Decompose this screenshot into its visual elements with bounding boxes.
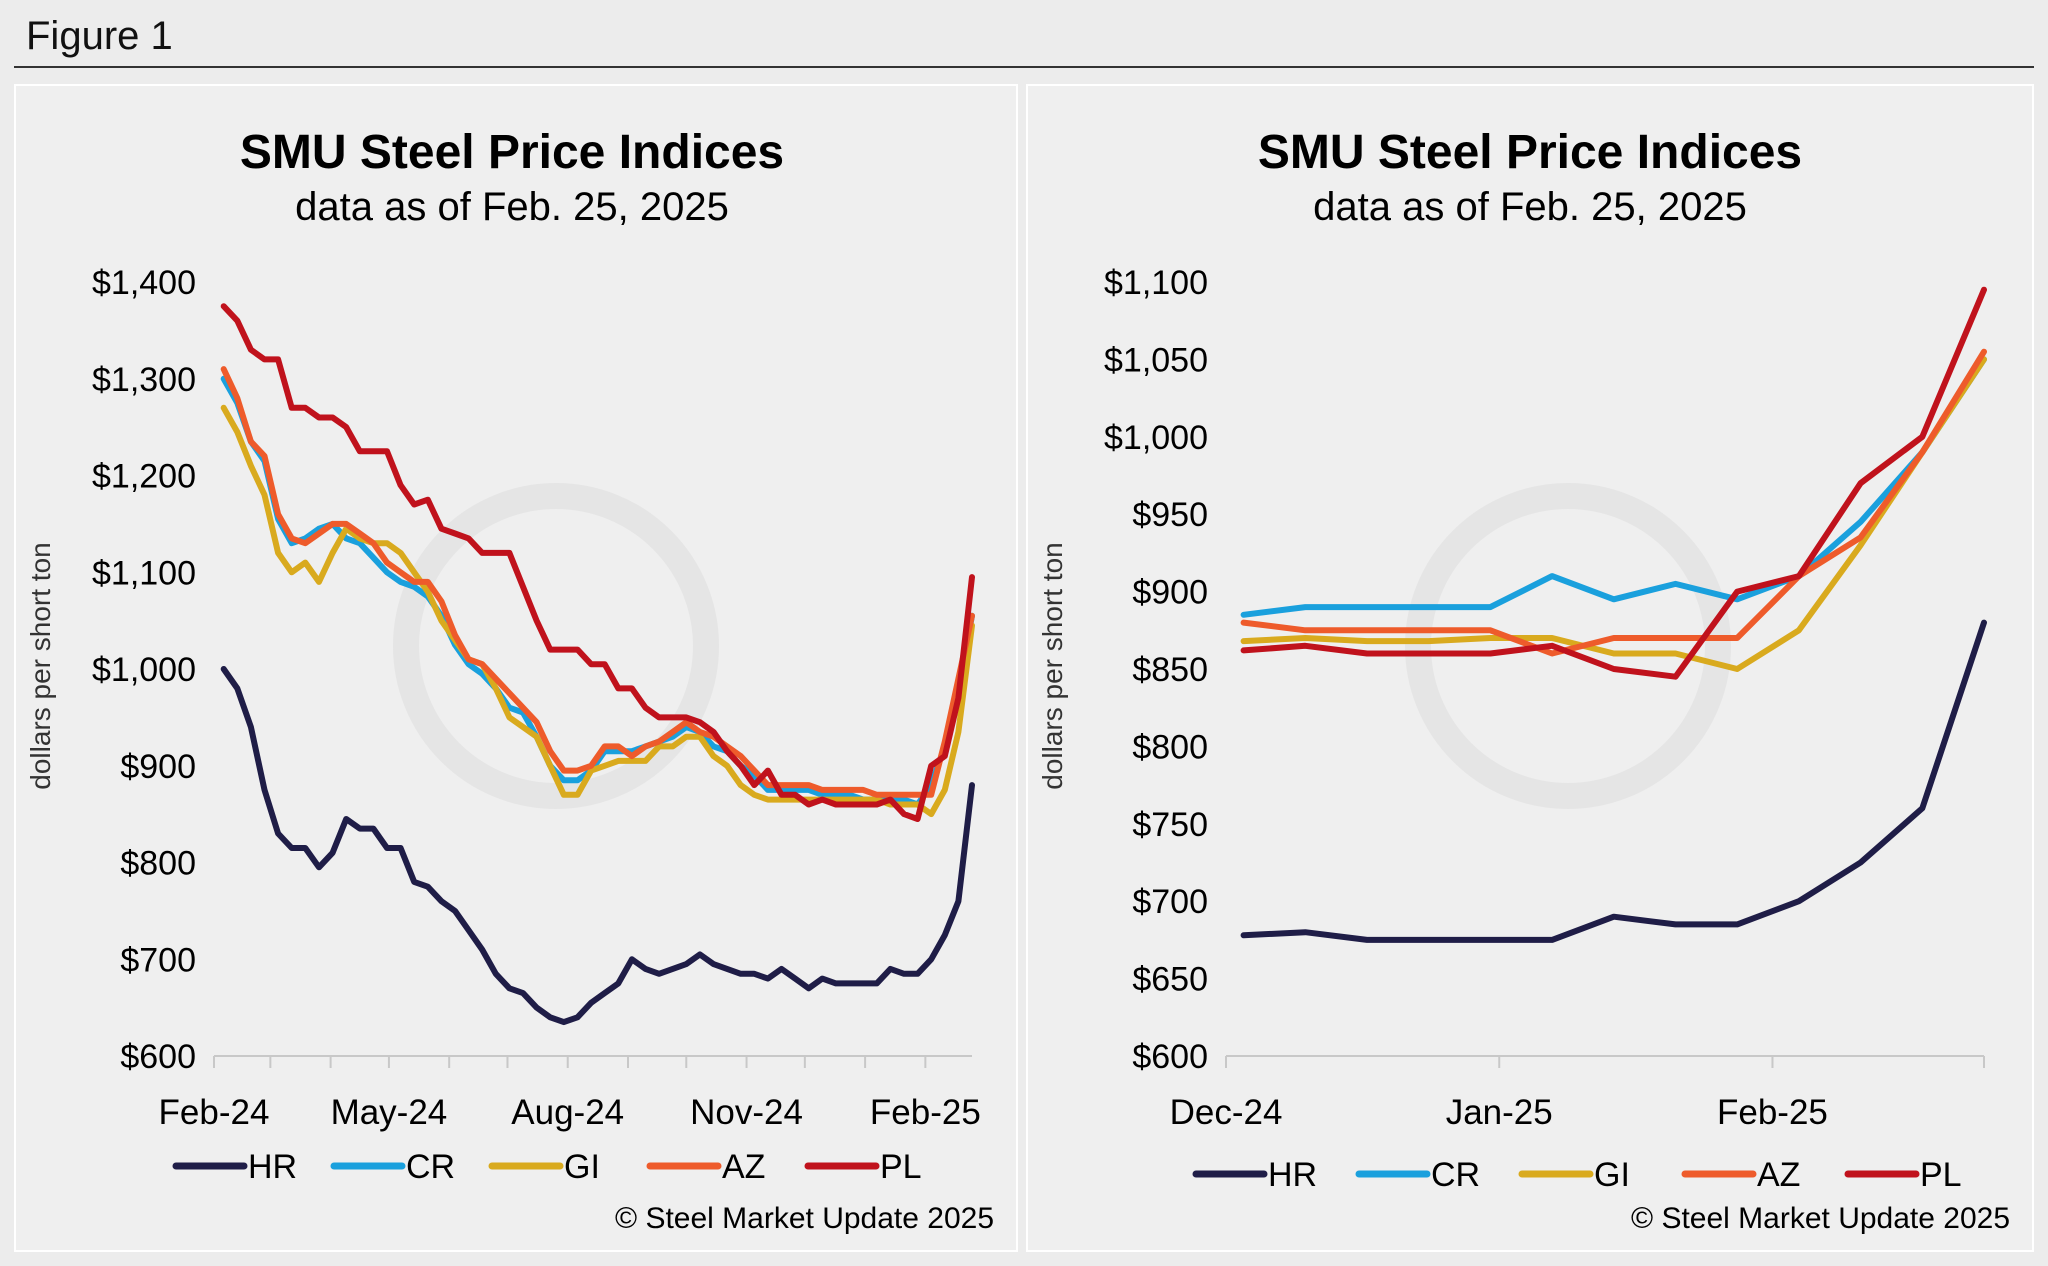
y-tick-label: $1,400: [92, 264, 196, 302]
chart-title: SMU Steel Price Indices: [240, 126, 784, 179]
y-axis-label: dollars per short ton: [1037, 542, 1068, 789]
watermark: [393, 483, 719, 809]
series-line-az: [1240, 348, 1987, 657]
y-tick-label: $900: [120, 748, 196, 786]
chart-panel-left: SMU Steel Price Indices data as of Feb. 2…: [14, 84, 1018, 1252]
legend-label-cr: CR: [406, 1148, 455, 1186]
series-line-cr: [220, 375, 975, 808]
y-tick-label: $1,300: [92, 361, 196, 399]
series-line-gi: [1240, 356, 1987, 672]
legend-label-gi: GI: [564, 1148, 600, 1186]
chart-title: SMU Steel Price Indices: [1258, 126, 1802, 179]
y-tick-label: $700: [1132, 883, 1208, 921]
legend-label-pl: PL: [1920, 1156, 1962, 1194]
y-tick-label: $850: [1132, 651, 1208, 689]
x-tick-label: Dec-24: [1170, 1093, 1283, 1132]
x-tick-label: May-24: [331, 1093, 448, 1132]
chart-right: SMU Steel Price Indices data as of Feb. 2…: [1037, 126, 2010, 1235]
y-tick-label: $800: [1132, 728, 1208, 766]
series-line-az: [220, 366, 975, 798]
legend-label-hr: HR: [248, 1148, 297, 1186]
y-tick-label: $1,000: [1104, 419, 1208, 457]
series-line-pl: [1240, 286, 1987, 680]
series-line-pl: [220, 303, 975, 822]
y-tick-label: $900: [1132, 574, 1208, 612]
y-tick-label: $700: [120, 941, 196, 979]
legend-label-az: AZ: [722, 1148, 765, 1186]
series-line-hr: [220, 666, 975, 1026]
watermark: [1405, 483, 1731, 809]
y-tick-label: $1,050: [1104, 341, 1208, 379]
y-tick-label: $750: [1132, 806, 1208, 844]
x-tick-label: Jan-25: [1446, 1093, 1553, 1132]
y-tick-label: $650: [1132, 961, 1208, 999]
chart-subtitle: data as of Feb. 25, 2025: [1313, 185, 1747, 229]
figure-divider: [14, 66, 2034, 68]
legend-label-hr: HR: [1268, 1156, 1317, 1194]
x-tick-label: Feb-25: [870, 1093, 981, 1132]
y-tick-label: $600: [120, 1038, 196, 1076]
series-line-hr: [1240, 619, 1987, 943]
x-tick-label: Feb-24: [159, 1093, 270, 1132]
y-tick-label: $1,100: [92, 554, 196, 592]
y-tick-label: $800: [120, 845, 196, 883]
y-axis-label: dollars per short ton: [25, 542, 56, 789]
chart-subtitle: data as of Feb. 25, 2025: [295, 185, 729, 229]
chart-left: SMU Steel Price Indices data as of Feb. 2…: [25, 126, 994, 1235]
y-tick-label: $1,000: [92, 651, 196, 689]
x-tick-label: Feb-25: [1717, 1093, 1828, 1132]
x-tick-label: Nov-24: [690, 1093, 803, 1132]
figure-label: Figure 1: [26, 14, 173, 58]
legend-label-gi: GI: [1594, 1156, 1630, 1194]
copyright-notice: © Steel Market Update 2025: [1631, 1202, 2010, 1235]
series-line-cr: [1240, 356, 1987, 618]
x-tick-label: Aug-24: [511, 1093, 624, 1132]
legend-label-az: AZ: [1757, 1156, 1800, 1194]
chart-panel-right: SMU Steel Price Indices data as of Feb. 2…: [1026, 84, 2034, 1252]
y-tick-label: $600: [1132, 1038, 1208, 1076]
series-line-gi: [220, 404, 975, 818]
copyright-notice: © Steel Market Update 2025: [615, 1202, 994, 1235]
y-tick-label: $1,200: [92, 458, 196, 496]
legend-label-pl: PL: [880, 1148, 922, 1186]
y-tick-label: $950: [1132, 496, 1208, 534]
legend-label-cr: CR: [1431, 1156, 1480, 1194]
y-tick-label: $1,100: [1104, 264, 1208, 302]
